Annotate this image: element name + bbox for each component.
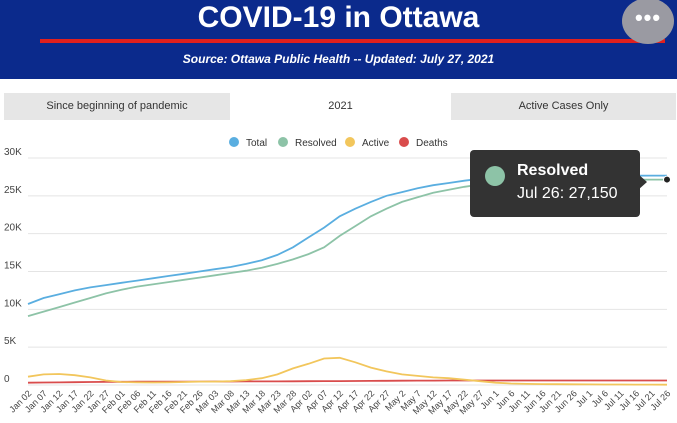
legend-label-total: Total	[246, 138, 267, 149]
hover-tooltip: Resolved Jul 26: 27,150	[470, 150, 647, 217]
tooltip-swatch	[485, 166, 505, 186]
y-tick-label: 25K	[4, 185, 22, 196]
hover-point-resolved	[663, 175, 671, 184]
legend-swatch-total	[229, 137, 239, 147]
tooltip-value: Jul 26: 27,150	[517, 185, 618, 202]
hover-marker	[663, 175, 671, 184]
legend: Total Resolved Active Deaths	[229, 137, 448, 149]
covid-line-chart: Total Resolved Active Deaths 0 5K 10K 15K 20…	[4, 137, 672, 416]
tooltip-pointer	[638, 174, 647, 190]
y-tick-label: 10K	[4, 298, 22, 309]
y-tick-label: 15K	[4, 261, 22, 272]
legend-swatch-active	[345, 137, 355, 147]
legend-item-deaths[interactable]: Deaths	[399, 137, 448, 149]
tab-since-beginning[interactable]: Since beginning of pandemic	[46, 100, 188, 112]
tab-active-cases-only[interactable]: Active Cases Only	[518, 100, 609, 112]
legend-label-active: Active	[362, 138, 390, 149]
y-axis-ticks: 0 5K 10K 15K 20K 25K 30K	[4, 147, 22, 385]
page-title: COVID-19 in Ottawa	[197, 1, 480, 34]
y-tick-label: 30K	[4, 147, 22, 158]
header-banner: COVID-19 in Ottawa Source: Ottawa Public…	[0, 0, 677, 79]
more-horizontal-icon: •••	[634, 5, 662, 30]
tooltip-series-name: Resolved	[517, 162, 589, 179]
tab-2021[interactable]: 2021	[230, 93, 451, 120]
view-tabs: Since beginning of pandemic 2021 Active …	[4, 93, 676, 120]
title-underline	[40, 39, 665, 43]
series-line-active	[27, 356, 668, 386]
y-tick-label: 5K	[4, 336, 17, 347]
legend-label-deaths: Deaths	[416, 138, 448, 149]
y-tick-label: 0	[4, 374, 10, 385]
legend-item-resolved[interactable]: Resolved	[278, 137, 337, 149]
legend-swatch-deaths	[399, 137, 409, 147]
legend-swatch-resolved	[278, 137, 288, 147]
legend-item-active[interactable]: Active	[345, 137, 390, 149]
legend-item-total[interactable]: Total	[229, 137, 267, 149]
y-tick-label: 20K	[4, 223, 22, 234]
source-subtitle: Source: Ottawa Public Health -- Updated:…	[182, 52, 495, 66]
legend-label-resolved: Resolved	[295, 138, 337, 149]
more-options-button[interactable]: •••	[622, 0, 674, 44]
